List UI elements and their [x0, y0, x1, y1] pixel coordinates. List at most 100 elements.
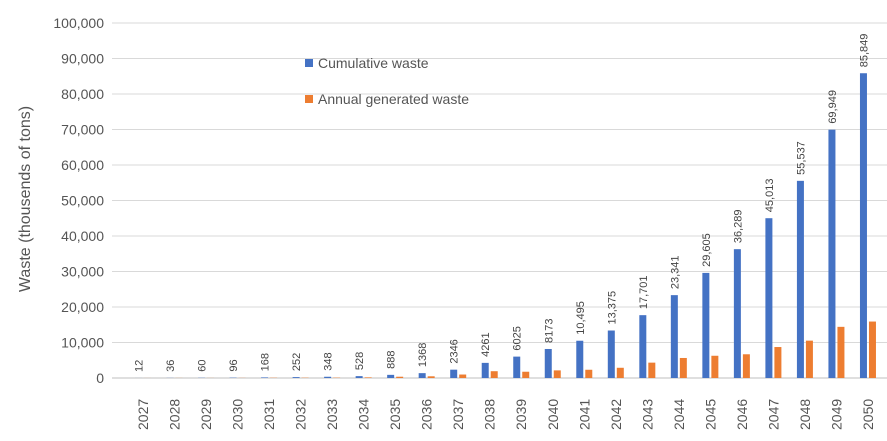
bar-annual-waste [837, 326, 845, 378]
x-tick-label: 2037 [450, 399, 466, 430]
bar-annual-waste [553, 370, 561, 378]
data-label-cumulative: 12 [134, 360, 146, 372]
bar-annual-waste [679, 357, 687, 378]
bar-cumulative-waste [859, 73, 867, 378]
bar-cumulative-waste [292, 377, 300, 378]
data-label-cumulative: 23,341 [669, 255, 681, 289]
bar-cumulative-waste [796, 180, 804, 378]
bar-cumulative-waste [544, 348, 552, 378]
data-label-cumulative: 2346 [449, 339, 461, 363]
bar-cumulative-waste [355, 376, 363, 378]
data-label-cumulative: 10,495 [575, 301, 587, 335]
legend-swatch-annual [305, 95, 313, 103]
x-tick-label: 2039 [513, 399, 529, 430]
data-label-cumulative: 85,849 [858, 34, 870, 68]
legend: Cumulative waste Annual generated waste [305, 55, 469, 107]
bar-cumulative-waste [607, 330, 615, 378]
bar-cumulative-waste [450, 369, 458, 378]
bar-annual-waste [490, 371, 498, 378]
bar-cumulative-waste [733, 249, 741, 378]
bar-annual-waste [364, 377, 372, 378]
x-tick-label: 2041 [576, 399, 592, 430]
data-label-cumulative: 13,375 [606, 291, 618, 325]
y-tick-label: 60,000 [61, 157, 104, 173]
bar-cumulative-waste [387, 374, 395, 378]
y-tick-label: 10,000 [61, 335, 104, 351]
bar-annual-waste [396, 376, 404, 378]
legend-swatch-cumulative [305, 59, 313, 67]
y-tick-label: 20,000 [61, 299, 104, 315]
data-labels: 12 36 60 96 168 252 348 528 888 1368 2346 4261 6025 8… [134, 34, 871, 372]
data-label-cumulative: 55,537 [795, 141, 807, 175]
x-tick-label: 2050 [860, 399, 876, 430]
bar-annual-waste [774, 347, 782, 378]
legend-label-cumulative: Cumulative waste [318, 55, 429, 71]
x-tick-label: 2038 [482, 399, 498, 430]
y-tick-label: 30,000 [61, 264, 104, 280]
bar-cumulative-waste [513, 356, 521, 378]
bar-cumulative-waste [324, 376, 332, 378]
x-tick-label: 2042 [608, 399, 624, 430]
data-label-cumulative: 888 [386, 350, 398, 368]
x-tick-label: 2035 [387, 399, 403, 430]
x-tick-label: 2031 [261, 399, 277, 430]
data-label-cumulative: 45,013 [764, 179, 776, 213]
bar-annual-waste [585, 369, 593, 378]
bar-annual-waste [522, 371, 530, 378]
data-label-cumulative: 1368 [417, 343, 429, 367]
x-tick-label: 2027 [135, 399, 151, 430]
bar-annual-waste [868, 321, 876, 378]
x-tick-label: 2044 [671, 399, 687, 430]
data-label-cumulative: 4261 [480, 332, 492, 356]
y-axis-title: Waste (thousends of tons) [17, 106, 34, 292]
x-axis-tick-labels: 2027 2028 2029 2030 2031 2032 2033 2034 2035 2036… [135, 399, 876, 430]
bars [135, 73, 876, 378]
data-label-cumulative: 29,605 [701, 233, 713, 267]
data-label-cumulative: 252 [291, 353, 303, 371]
bar-cumulative-waste [670, 295, 678, 378]
legend-label-annual: Annual generated waste [318, 91, 469, 107]
bar-cumulative-waste [418, 373, 426, 378]
data-label-cumulative: 528 [354, 352, 366, 370]
gridlines [112, 22, 887, 343]
y-tick-label: 100,000 [53, 15, 104, 31]
bar-annual-waste [459, 374, 467, 378]
x-tick-label: 2029 [198, 399, 214, 430]
bar-cumulative-waste [702, 272, 710, 378]
bar-annual-waste [742, 354, 750, 378]
data-label-cumulative: 69,949 [827, 90, 839, 124]
x-tick-label: 2030 [230, 399, 246, 430]
bar-annual-waste [648, 362, 656, 378]
data-label-cumulative: 96 [228, 359, 240, 371]
y-tick-label: 80,000 [61, 86, 104, 102]
bar-cumulative-waste [765, 218, 773, 378]
bar-annual-waste [427, 376, 435, 378]
x-tick-label: 2028 [167, 399, 183, 430]
x-tick-label: 2034 [356, 399, 372, 430]
x-tick-label: 2040 [545, 399, 561, 430]
x-tick-label: 2036 [419, 399, 435, 430]
bar-annual-waste [805, 340, 813, 378]
data-label-cumulative: 6025 [512, 326, 524, 350]
y-axis-tick-labels: 0 10,000 20,000 30,000 40,000 50,000 60,000 70,… [53, 15, 104, 386]
x-tick-label: 2033 [324, 399, 340, 430]
data-label-cumulative: 17,701 [638, 276, 650, 310]
x-tick-label: 2049 [828, 399, 844, 430]
x-tick-label: 2043 [639, 399, 655, 430]
bar-cumulative-waste [576, 340, 584, 378]
x-tick-label: 2047 [765, 399, 781, 430]
y-tick-label: 90,000 [61, 51, 104, 67]
bar-cumulative-waste [828, 129, 836, 378]
bar-cumulative-waste [481, 362, 489, 378]
bar-annual-waste [616, 367, 624, 378]
data-label-cumulative: 60 [197, 360, 209, 372]
x-tick-label: 2045 [702, 399, 718, 430]
data-label-cumulative: 36 [165, 360, 177, 372]
bar-cumulative-waste [261, 377, 269, 378]
y-tick-label: 40,000 [61, 228, 104, 244]
x-tick-label: 2032 [293, 399, 309, 430]
data-label-cumulative: 8173 [543, 319, 555, 343]
y-tick-label: 70,000 [61, 122, 104, 138]
x-tick-label: 2046 [734, 399, 750, 430]
